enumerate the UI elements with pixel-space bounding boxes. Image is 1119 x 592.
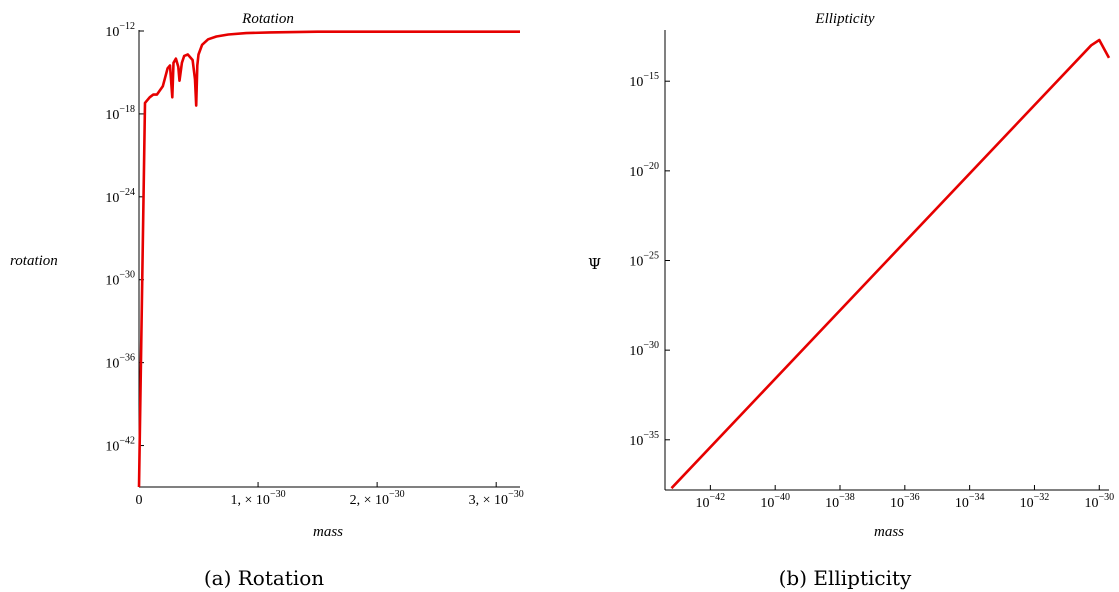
ellipticity-x-axis-label: mass: [874, 524, 904, 540]
ellipticity-y-tick-label: 10−30: [629, 340, 659, 359]
rotation-x-tick-label: 1, × 10−30: [231, 489, 286, 508]
ellipticity-series-line: [670, 38, 1111, 490]
ellipticity-x-tick-label: 10−32: [1020, 492, 1050, 511]
ellipticity-y-tick-label: 10−25: [629, 251, 659, 270]
rotation-y-tick-label: 10−18: [105, 104, 135, 123]
ellipticity-x-ticks: 10−42 10−40 10−38 10−36 10−34 10−32 10−30: [696, 485, 1114, 511]
ellipticity-caption: (b) Ellipticity: [779, 566, 912, 590]
ellipticity-y-tick-label: 10−20: [629, 161, 659, 180]
rotation-chart-title: Rotation: [241, 11, 294, 27]
rotation-series-line: [137, 30, 520, 488]
ellipticity-x-tick-label: 10−36: [890, 492, 920, 511]
rotation-y-tick-label: 10−12: [105, 21, 135, 40]
ellipticity-x-tick-label: 10−34: [955, 492, 985, 511]
rotation-y-tick-label: 10−24: [105, 187, 135, 206]
rotation-x-tick-label: 0: [136, 493, 143, 508]
ellipticity-y-ticks: 10−35 10−30 10−25 10−20 10−15: [629, 71, 670, 449]
ellipticity-y-tick-label: 10−15: [629, 71, 659, 90]
rotation-panel: Rotation rotation mass (a) Rotation 10−4…: [10, 11, 524, 590]
rotation-y-tick-label: 10−30: [105, 270, 135, 289]
ellipticity-y-tick-label: 10−35: [629, 430, 659, 449]
ellipticity-x-tick-label: 10−30: [1084, 492, 1114, 511]
rotation-y-ticks: 10−42 10−36 10−30 10−24 10−18 10−12: [105, 21, 144, 455]
rotation-x-ticks: 0 1, × 10−30 2, × 10−30 3, × 10−30: [136, 482, 524, 508]
rotation-caption: (a) Rotation: [204, 566, 324, 590]
rotation-x-axis-label: mass: [313, 524, 343, 540]
ellipticity-x-tick-label: 10−38: [825, 492, 855, 511]
ellipticity-y-axis-label: Ψ: [588, 255, 601, 273]
ellipticity-x-tick-label: 10−42: [696, 492, 726, 511]
rotation-y-tick-label: 10−36: [105, 353, 135, 372]
ellipticity-chart-title: Ellipticity: [814, 11, 874, 27]
rotation-x-tick-label: 2, × 10−30: [350, 489, 405, 508]
rotation-x-tick-label: 3, × 10−30: [469, 489, 524, 508]
rotation-y-axis-label: rotation: [10, 253, 58, 269]
ellipticity-panel: Ellipticity Ψ mass (b) Ellipticity 10−35…: [588, 11, 1114, 590]
ellipticity-x-tick-label: 10−40: [760, 492, 790, 511]
rotation-y-tick-label: 10−42: [105, 436, 135, 455]
